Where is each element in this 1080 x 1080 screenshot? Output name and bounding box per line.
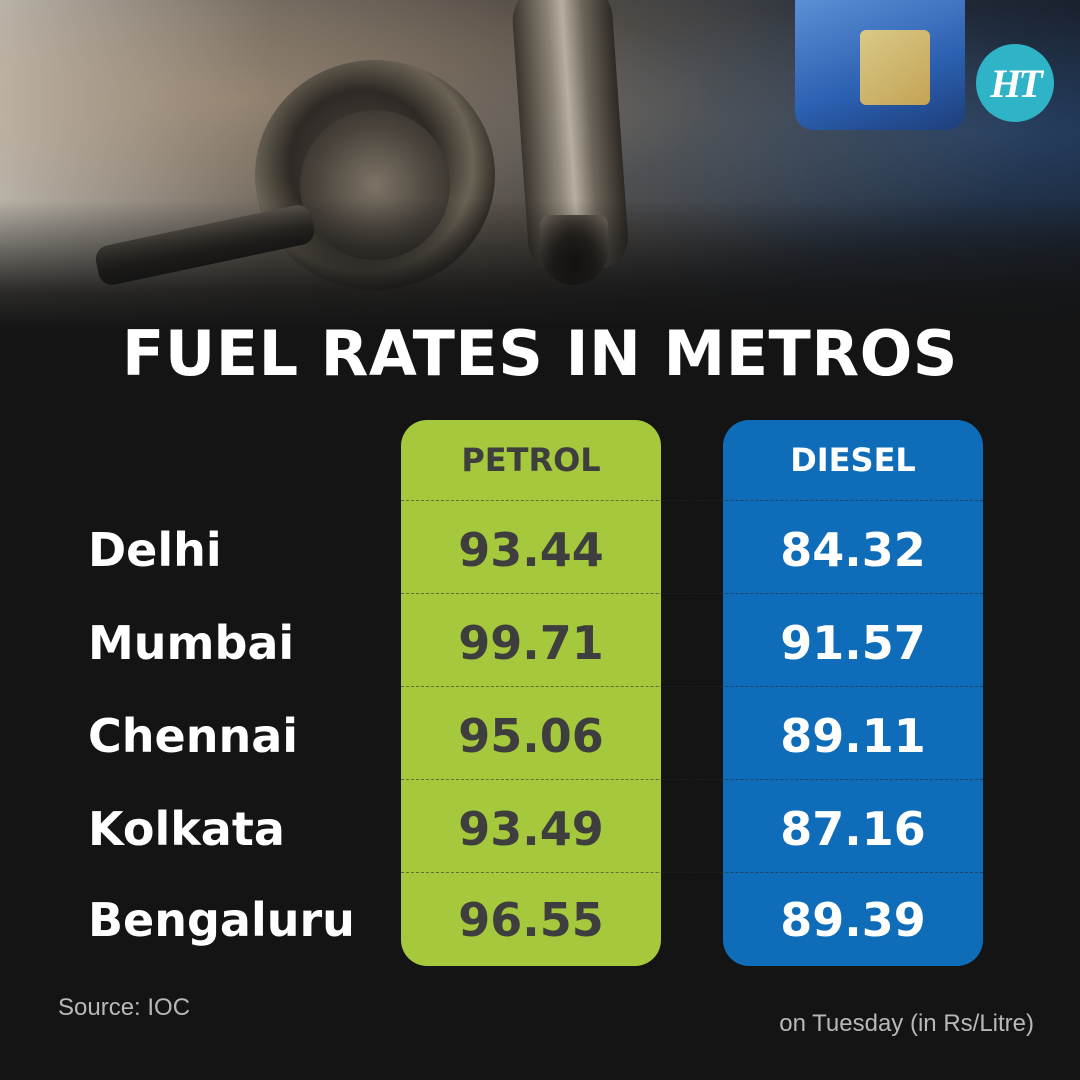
ht-logo: HT: [976, 44, 1054, 122]
city-label-delhi: Delhi: [88, 522, 222, 577]
hero-photo-fuel-nozzle: [0, 0, 1080, 330]
petrol-rate-chennai: 95.06: [458, 708, 604, 763]
petrol-column: PETROL: [401, 420, 661, 966]
row-divider: [401, 686, 983, 687]
row-divider: [401, 872, 983, 873]
hero-fade-overlay: [0, 200, 1080, 330]
ht-logo-text: HT: [990, 60, 1043, 106]
diesel-rate-delhi: 84.32: [780, 522, 926, 577]
city-label-chennai: Chennai: [88, 708, 299, 763]
petrol-rate-kolkata: 93.49: [458, 801, 604, 856]
diesel-column-header: DIESEL: [790, 441, 916, 479]
diesel-rate-kolkata: 87.16: [780, 801, 926, 856]
background-yellow-strip: [860, 30, 930, 105]
petrol-column-header: PETROL: [461, 441, 601, 479]
diesel-rate-chennai: 89.11: [780, 708, 926, 763]
diesel-rate-bengaluru: 89.39: [780, 892, 926, 947]
petrol-rate-mumbai: 99.71: [458, 615, 604, 670]
source-credit: Source: IOC: [58, 994, 191, 1021]
city-label-bengaluru: Bengaluru: [88, 892, 355, 947]
row-divider: [401, 779, 983, 780]
diesel-rate-mumbai: 91.57: [780, 615, 926, 670]
petrol-rate-bengaluru: 96.55: [458, 892, 604, 947]
city-label-mumbai: Mumbai: [88, 615, 295, 670]
city-label-kolkata: Kolkata: [88, 801, 285, 856]
row-divider: [401, 500, 983, 501]
unit-note: on Tuesday (in Rs/Litre): [779, 1010, 1034, 1037]
row-divider: [401, 593, 983, 594]
petrol-rate-delhi: 93.44: [458, 522, 604, 577]
diesel-column: DIESEL: [723, 420, 983, 966]
page-title: FUEL RATES IN METROS: [122, 317, 958, 390]
